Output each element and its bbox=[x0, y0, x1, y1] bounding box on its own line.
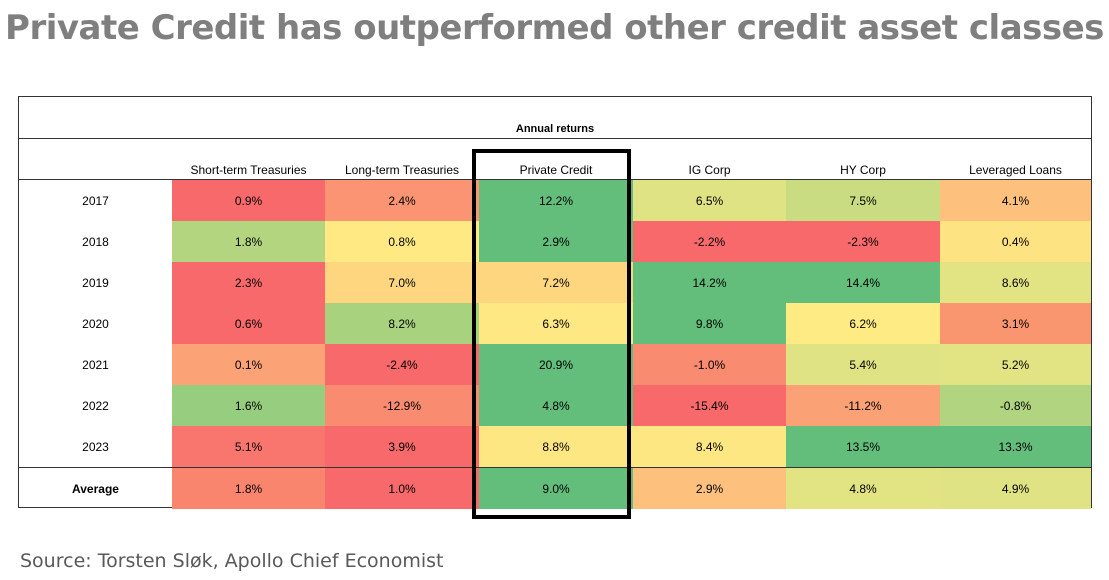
table-cell: -11.2% bbox=[786, 385, 940, 426]
table-cell: 6.3% bbox=[479, 303, 633, 344]
table-cell: -15.4% bbox=[633, 385, 786, 426]
table-cell: 0.9% bbox=[172, 180, 325, 221]
table-cell: 4.1% bbox=[940, 180, 1091, 221]
table-cell: 7.5% bbox=[786, 180, 940, 221]
row-label: 2018 bbox=[82, 234, 109, 249]
group-header: Annual returns bbox=[19, 97, 1091, 139]
table-cell: 0.1% bbox=[172, 344, 325, 385]
table-cell: 4.8% bbox=[479, 385, 633, 426]
row-label: 2017 bbox=[82, 193, 109, 208]
header-divider bbox=[19, 179, 1091, 180]
row-label: 2019 bbox=[82, 275, 109, 290]
column-header: Long-term Treasuries bbox=[344, 163, 460, 177]
table-cell: 7.0% bbox=[325, 262, 479, 303]
average-cell: 4.9% bbox=[940, 468, 1091, 509]
average-cell: 9.0% bbox=[479, 468, 633, 509]
table-cell: 7.2% bbox=[479, 262, 633, 303]
table-cell: 1.6% bbox=[172, 385, 325, 426]
table-cell: 5.2% bbox=[940, 344, 1091, 385]
table-cell: 6.2% bbox=[786, 303, 940, 344]
table-cell: -1.0% bbox=[633, 344, 786, 385]
table-cell: 3.9% bbox=[325, 426, 479, 467]
row-label: 2021 bbox=[82, 357, 109, 372]
returns-table: Annual returns Short-term Treasuries Lon… bbox=[18, 96, 1092, 509]
table-cell: 14.2% bbox=[633, 262, 786, 303]
table-cell: 8.6% bbox=[940, 262, 1091, 303]
table-cell: 13.3% bbox=[940, 426, 1091, 467]
table-cell: -0.8% bbox=[940, 385, 1091, 426]
row-label: 2022 bbox=[82, 398, 109, 413]
table-cell: 5.1% bbox=[172, 426, 325, 467]
chart-title: Private Credit has outperformed other cr… bbox=[5, 8, 1104, 48]
table-cell: 9.8% bbox=[633, 303, 786, 344]
table-cell: 8.8% bbox=[479, 426, 633, 467]
table-cell: 0.6% bbox=[172, 303, 325, 344]
table-cell: 8.2% bbox=[325, 303, 479, 344]
table-cell: 0.4% bbox=[940, 221, 1091, 262]
table-cell: 6.5% bbox=[633, 180, 786, 221]
table-cell: -2.3% bbox=[786, 221, 940, 262]
table-cell: -2.4% bbox=[325, 344, 479, 385]
average-divider bbox=[19, 467, 1091, 468]
table-cell: 20.9% bbox=[479, 344, 633, 385]
table-cell: 2.9% bbox=[479, 221, 633, 262]
table-cell: 1.8% bbox=[172, 221, 325, 262]
table-cell: 2.4% bbox=[325, 180, 479, 221]
average-cell: 1.8% bbox=[172, 468, 325, 509]
table-cell: -2.2% bbox=[633, 221, 786, 262]
table-cell: 3.1% bbox=[940, 303, 1091, 344]
table-cell: 12.2% bbox=[479, 180, 633, 221]
column-header: Leveraged Loans bbox=[969, 163, 1062, 177]
average-cell: 1.0% bbox=[325, 468, 479, 509]
table-cell: 5.4% bbox=[786, 344, 940, 385]
table-cell: 13.5% bbox=[786, 426, 940, 467]
row-label: 2023 bbox=[82, 439, 109, 454]
column-header: Private Credit bbox=[519, 163, 593, 177]
table-cell: -12.9% bbox=[325, 385, 479, 426]
column-header: Short-term Treasuries bbox=[190, 163, 307, 177]
table-cell: 0.8% bbox=[325, 221, 479, 262]
average-row-label: Average bbox=[72, 481, 119, 496]
column-header: HY Corp bbox=[840, 163, 886, 177]
column-header: IG Corp bbox=[688, 163, 731, 177]
table-cell: 2.3% bbox=[172, 262, 325, 303]
table-cell: 14.4% bbox=[786, 262, 940, 303]
average-cell: 4.8% bbox=[786, 468, 940, 509]
source-note: Source: Torsten Sløk, Apollo Chief Econo… bbox=[20, 550, 444, 572]
average-cell: 2.9% bbox=[633, 468, 786, 509]
table-cell: 8.4% bbox=[633, 426, 786, 467]
row-label: 2020 bbox=[82, 316, 109, 331]
